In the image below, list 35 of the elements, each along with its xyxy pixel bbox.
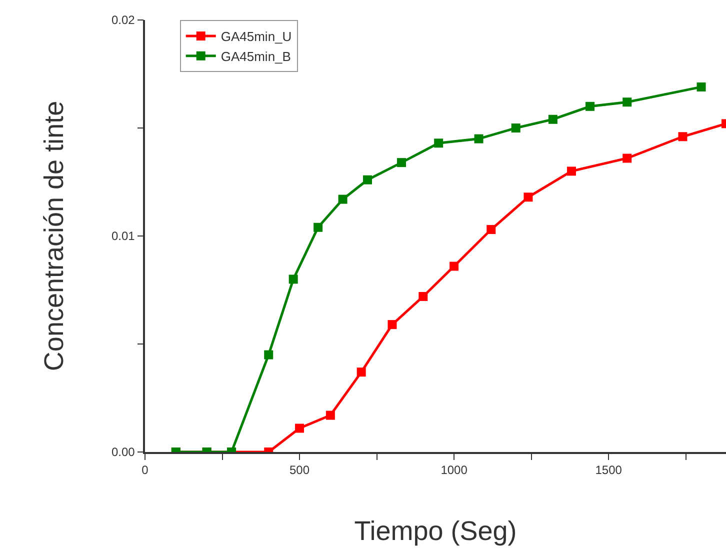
point [586,102,595,111]
x-tick-label: 0 [142,463,149,478]
point [264,350,274,360]
point [288,274,298,284]
point [356,368,366,377]
point [363,175,372,184]
point [622,98,632,107]
point [314,222,323,232]
point [450,262,459,271]
point [486,225,496,234]
legend-label: GA45min_B [220,48,291,64]
point [678,132,688,142]
x-axis-title: Tiempo (Seg) [354,516,517,546]
legend-label: GA45min_U [220,29,292,44]
point [696,82,706,92]
point [511,124,520,132]
x-tick-label: 1500 [595,463,622,478]
point [566,166,576,176]
point [338,194,348,204]
y-tick-label: 0.02 [111,13,136,28]
y-axis-title: Concentración de tinte [39,100,70,372]
point [474,134,484,144]
point [622,154,632,163]
point [388,320,397,330]
x-tick-label: 500 [290,463,310,478]
y-tick-label: 0.00 [111,445,136,460]
y-tick-label: 0.01 [111,229,136,244]
x-tick-label: 1000 [440,463,468,478]
point [524,192,533,202]
point [326,410,335,420]
point [434,138,444,148]
point [295,424,304,433]
point [548,114,558,124]
point [397,158,406,168]
point [418,292,428,301]
